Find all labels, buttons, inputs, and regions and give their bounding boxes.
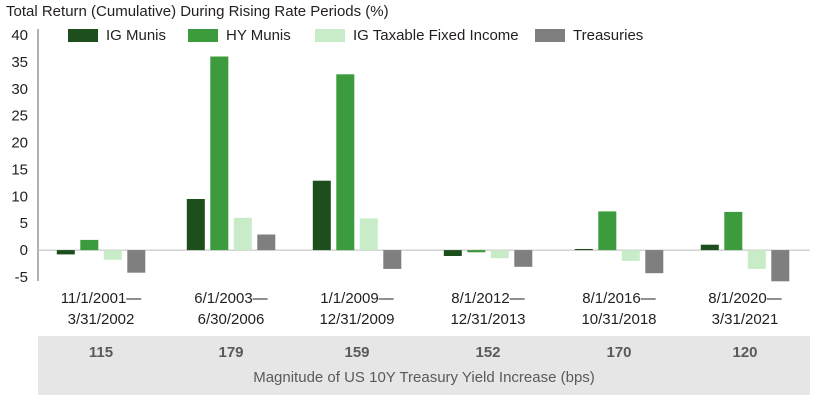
legend-label: Treasuries <box>573 27 644 44</box>
y-tick-label: 25 <box>11 108 28 125</box>
bar-hy-munis <box>724 211 743 251</box>
legend-swatch <box>315 29 345 42</box>
legend-swatch <box>535 29 565 42</box>
legend-label: IG Taxable Fixed Income <box>353 27 519 44</box>
bar-treasuries <box>771 250 790 282</box>
bps-increase-panel: 115 179 159 152 170 120 Magnitude of US 10Y T… <box>38 336 810 395</box>
x-category-label: 10/31/2018 <box>581 311 656 328</box>
y-tick-label: 10 <box>11 188 28 205</box>
bar-treasuries <box>645 250 664 274</box>
x-category-label: 12/31/2009 <box>319 311 394 328</box>
legend-swatch <box>68 29 98 42</box>
bar-treasuries <box>257 234 276 251</box>
bar-hy-munis <box>336 74 355 251</box>
x-category-label: 8/1/2016— <box>582 290 655 307</box>
bar-chart: 40 35 30 25 20 15 10 5 0 -5 11/1/2001— 3/31/2002 6/1… <box>11 27 810 328</box>
bar-ig-taxable-fixed-income <box>621 250 640 261</box>
y-tick-label: 5 <box>20 215 28 232</box>
bar-ig-munis <box>574 249 593 251</box>
bar-hy-munis <box>598 211 617 251</box>
bar-ig-taxable-fixed-income <box>490 250 509 259</box>
x-category-label: 11/1/2001— <box>61 290 142 307</box>
bar-ig-munis <box>186 199 205 251</box>
bps-value: 170 <box>606 344 632 361</box>
bps-caption: Magnitude of US 10Y Treasury Yield Incre… <box>253 369 595 386</box>
y-tick-label: 40 <box>11 27 28 44</box>
x-category-label: 3/31/2021 <box>712 311 779 328</box>
bps-value: 159 <box>344 344 370 361</box>
bar-ig-taxable-fixed-income <box>747 250 766 269</box>
y-tick-label: 35 <box>11 54 28 71</box>
x-category-label: 8/1/2020— <box>708 290 781 307</box>
bar-ig-taxable-fixed-income <box>233 217 252 251</box>
bar-ig-taxable-fixed-income <box>103 250 122 260</box>
x-category-label: 1/1/2009— <box>320 290 393 307</box>
bar-ig-taxable-fixed-income <box>359 218 378 251</box>
bar-ig-munis <box>443 250 462 256</box>
bar-ig-munis <box>312 180 331 251</box>
legend-label: IG Munis <box>106 27 167 44</box>
y-tick-label: 15 <box>11 161 28 178</box>
x-category-label: 6/1/2003— <box>194 290 267 307</box>
chart-title: Total Return (Cumulative) During Rising … <box>6 3 389 20</box>
bar-treasuries <box>127 250 146 273</box>
bar-ig-munis <box>700 244 719 251</box>
bar-treasuries <box>514 250 533 267</box>
bps-value: 179 <box>218 344 244 361</box>
y-tick-label: -5 <box>15 269 28 286</box>
bps-value: 115 <box>88 344 114 361</box>
legend-label: HY Munis <box>226 27 291 44</box>
bar-hy-munis <box>467 250 486 253</box>
x-category-label: 8/1/2012— <box>451 290 524 307</box>
y-tick-label: 30 <box>11 81 28 98</box>
x-category-label: 6/30/2006 <box>198 311 265 328</box>
bps-value: 152 <box>475 344 501 361</box>
bar-treasuries <box>383 250 402 269</box>
bar-hy-munis <box>210 56 229 251</box>
legend-swatch <box>188 29 218 42</box>
y-tick-label: 20 <box>11 135 28 152</box>
y-tick-label: 0 <box>20 242 28 259</box>
bar-ig-munis <box>56 250 75 255</box>
x-category-label: 12/31/2013 <box>450 311 525 328</box>
bps-value: 120 <box>732 344 758 361</box>
x-category-label: 3/31/2002 <box>68 311 135 328</box>
bar-hy-munis <box>80 239 99 251</box>
